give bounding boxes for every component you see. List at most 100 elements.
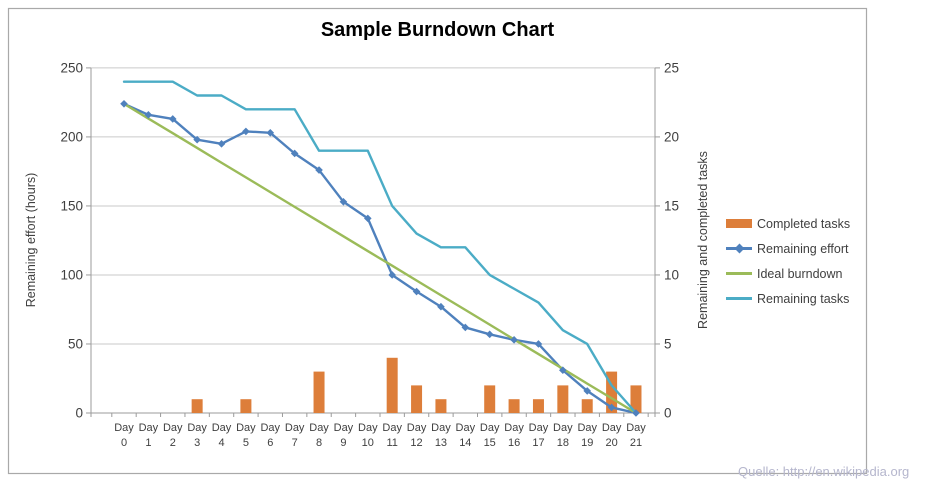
x-axis-label: 6 [267,437,273,449]
x-axis-label: Day [504,422,524,434]
marker-remaining-effort [266,128,275,137]
x-axis-label: Day [529,422,549,434]
left-axis-title: Remaining effort (hours) [24,172,38,308]
x-axis-label: 9 [340,437,346,449]
legend-label: Completed tasks [757,216,851,231]
x-axis-label: Day [602,422,622,434]
chart-title: Sample Burndown Chart [320,19,555,41]
bar-completed-tasks [557,385,569,413]
x-axis-label: Day [114,422,134,434]
x-axis-label: 18 [557,437,569,449]
x-axis-label: 3 [194,437,200,449]
x-axis-label: Day [553,422,573,434]
x-axis-label: Day [260,422,280,434]
marker-remaining-effort [412,287,421,296]
x-axis-label: 12 [410,437,422,449]
marker-remaining-effort [388,271,396,279]
legend-label: Remaining tasks [757,291,850,306]
x-axis-label: 21 [630,437,642,449]
bar-completed-tasks [484,385,496,413]
left-axis-tick-label: 200 [60,129,83,144]
marker-remaining-effort [461,323,470,332]
legend-marker-diamond [734,243,745,254]
x-axis-label: Day [139,422,159,434]
bar-completed-tasks [386,357,398,413]
x-axis-label: 14 [459,437,471,449]
bar-completed-tasks [435,399,447,413]
right-axis-tick-label: 15 [664,198,679,213]
x-axis-label: Day [480,422,500,434]
marker-remaining-effort [168,115,177,123]
x-axis-label: Day [163,422,183,434]
marker-remaining-effort [242,127,250,136]
source-watermark: Quelle: http://en.wikipedia.org [738,464,910,479]
left-axis-tick-label: 50 [68,336,83,351]
marker-remaining-effort [559,366,567,375]
x-axis-label: 15 [484,437,496,449]
marker-remaining-effort [437,302,445,311]
bar-completed-tasks [532,399,544,413]
x-axis-label: 8 [316,437,322,449]
marker-remaining-effort [217,140,226,148]
x-axis-label: Day [187,422,207,434]
bar-completed-tasks [630,385,642,413]
bar-completed-tasks [606,371,618,413]
line-remaining-tasks [122,80,638,415]
x-axis-label: 5 [243,437,249,449]
line-remaining-effort [122,102,638,415]
x-axis-label: 10 [362,437,374,449]
x-axis-label: 13 [435,437,447,449]
x-axis-label: Day [407,422,427,434]
marker-remaining-effort [193,135,201,144]
right-axis-tick-label: 0 [664,406,672,421]
x-axis-label: 16 [508,437,520,449]
marker-remaining-effort [485,330,494,339]
marker-remaining-effort [632,409,640,417]
marker-remaining-effort [510,336,518,344]
bar-completed-tasks [240,399,252,413]
left-axis-tick-label: 100 [60,267,83,282]
chart-area-border [7,7,868,475]
left-axis-tick-label: 0 [75,406,83,421]
right-axis-tick-label: 10 [664,267,679,282]
x-axis-label: 17 [532,437,544,449]
legend-item-remaining-tasks: Remaining tasks [726,286,850,311]
legend-swatch-ideal-burndown [726,272,752,275]
left-axis-tick-label: 250 [60,60,83,75]
x-axis-label: Day [212,422,232,434]
marker-remaining-effort [315,166,323,174]
legend-item-completed-tasks: Completed tasks [726,211,850,236]
marker-remaining-effort [607,403,616,412]
legend-label: Remaining effort [757,241,849,256]
x-axis-label: 19 [581,437,593,449]
legend-swatch-remaining-effort [726,243,752,254]
x-axis-label: 0 [121,437,127,449]
x-axis-label: 2 [170,437,176,449]
x-axis-label: Day [626,422,646,434]
bar-completed-tasks [191,399,203,413]
x-axis-label: Day [285,422,305,434]
legend-swatch-completed-tasks [726,219,752,228]
x-axis-label: Day [431,422,451,434]
x-axis-label: Day [382,422,402,434]
marker-remaining-effort [583,387,592,395]
marker-remaining-effort [144,111,153,119]
x-axis-label: 11 [386,437,397,449]
right-axis-title: Remaining and completed tasks [696,151,710,329]
marker-remaining-effort [534,340,543,348]
legend-swatch-remaining-tasks [726,297,752,300]
left-axis-tick-label: 150 [60,198,83,213]
x-axis-label: Day [334,422,354,434]
bar-completed-tasks [411,385,423,413]
x-axis-label: Day [577,422,597,434]
marker-remaining-effort [339,197,348,206]
x-axis-label: 20 [605,437,617,449]
marker-remaining-effort [290,149,299,158]
right-axis-tick-label: 25 [664,60,679,75]
x-axis-label: Day [358,422,378,434]
bar-completed-tasks [581,399,593,413]
bar-completed-tasks [313,371,325,413]
marker-remaining-effort [364,214,372,223]
chart-legend: Completed tasks Remaining effort Ideal bur… [726,211,850,311]
